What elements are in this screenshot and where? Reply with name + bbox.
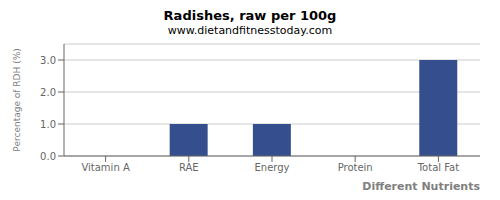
svg-text:0.0: 0.0 xyxy=(40,151,56,162)
svg-text:1.0: 1.0 xyxy=(40,119,56,130)
svg-text:Different Nutrients: Different Nutrients xyxy=(362,180,480,190)
svg-text:Percentage of RDH (%): Percentage of RDH (%) xyxy=(12,48,22,151)
svg-text:Total Fat: Total Fat xyxy=(417,162,459,173)
svg-text:RAE: RAE xyxy=(179,162,199,173)
html-text:www.dietandfitnesstoday.com: www.dietandfitnesstoday.com xyxy=(167,24,333,37)
svg-text:Vitamin A: Vitamin A xyxy=(81,162,129,173)
svg-text:Energy: Energy xyxy=(254,162,289,173)
svg-text:2.0: 2.0 xyxy=(40,87,56,98)
svg-text:3.0: 3.0 xyxy=(40,55,56,66)
svg-text:Protein: Protein xyxy=(338,162,373,173)
html-text:Radishes, raw per 100g: Radishes, raw per 100g xyxy=(163,8,337,23)
